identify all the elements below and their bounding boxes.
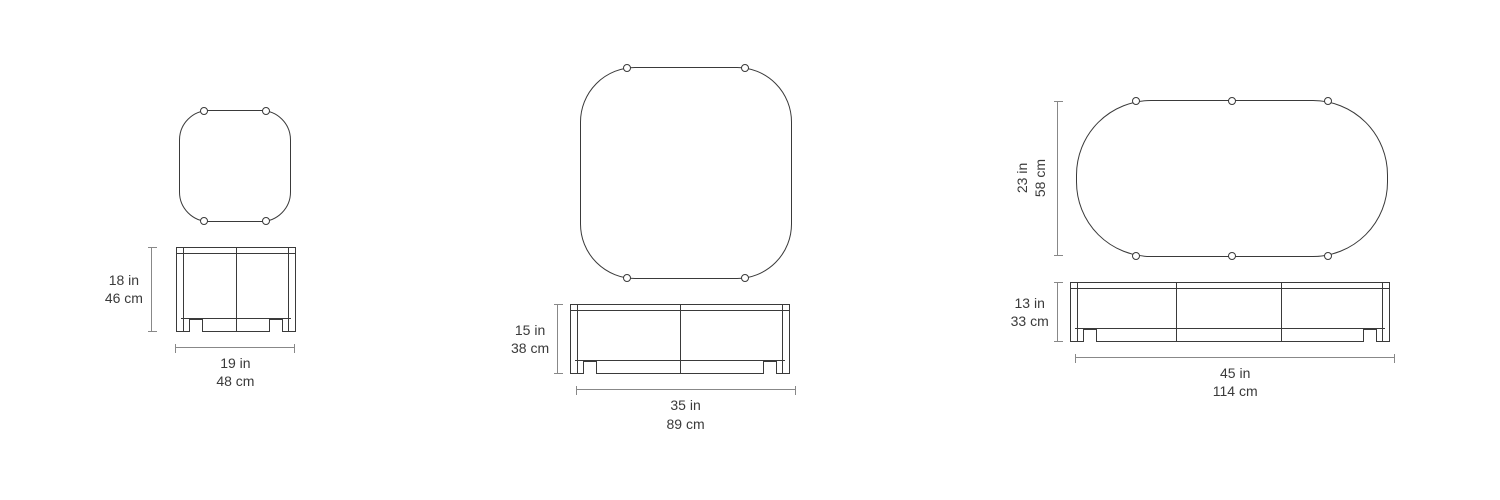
dimension-line-icon	[175, 347, 295, 348]
side-view-icon	[570, 304, 790, 374]
height-in: 18 in	[109, 271, 139, 289]
width-dimension: 35 in 89 cm	[506, 389, 796, 432]
side-view-row: 13 in 33 cm	[1011, 282, 1390, 342]
side-view-icon	[176, 247, 296, 332]
top-view-row: 23 in 58 cm	[1013, 100, 1388, 257]
dimension-line-icon	[151, 247, 152, 332]
depth-dimension: 23 in 58 cm	[1013, 101, 1058, 256]
height-in: 15 in	[515, 321, 545, 339]
depth-cm: 58 cm	[1031, 159, 1049, 197]
top-view-icon	[179, 110, 291, 222]
width-dimension: 19 in 48 cm	[105, 347, 295, 390]
top-view-row	[109, 110, 291, 222]
dimension-line-icon	[1057, 282, 1058, 342]
depth-label: 23 in 58 cm	[1013, 159, 1049, 197]
top-view-icon	[580, 67, 792, 279]
width-cm: 89 cm	[576, 415, 796, 433]
height-dimension: 15 in 38 cm	[511, 304, 558, 374]
side-view-icon	[1070, 282, 1390, 342]
height-cm: 33 cm	[1011, 312, 1049, 330]
height-label: 13 in 33 cm	[1011, 294, 1049, 330]
top-view-icon	[1076, 100, 1388, 257]
dimension-line-icon	[1057, 101, 1058, 256]
width-cm: 114 cm	[1075, 382, 1395, 400]
top-view-row	[510, 67, 792, 279]
height-in: 13 in	[1015, 294, 1045, 312]
product-oblong: 23 in 58 cm 13 in 33 cm	[1005, 100, 1395, 400]
product-large-square: 15 in 38 cm 35 in	[506, 67, 796, 432]
height-cm: 46 cm	[105, 289, 143, 307]
height-dimension: 13 in 33 cm	[1011, 282, 1058, 342]
height-label: 18 in 46 cm	[105, 271, 143, 307]
width-label: 45 in 114 cm	[1075, 364, 1395, 400]
dimension-line-icon	[557, 304, 558, 374]
height-cm: 38 cm	[511, 339, 549, 357]
side-view-row: 15 in 38 cm	[511, 304, 790, 374]
dimension-line-icon	[1075, 357, 1395, 358]
width-dimension: 45 in 114 cm	[1005, 357, 1395, 400]
height-dimension: 18 in 46 cm	[105, 247, 164, 332]
width-in: 19 in	[175, 354, 295, 372]
width-cm: 48 cm	[175, 372, 295, 390]
dimension-line-icon	[576, 389, 796, 390]
diagram-container: 18 in 46 cm 19 in	[0, 0, 1500, 500]
width-label: 35 in 89 cm	[576, 396, 796, 432]
height-label: 15 in 38 cm	[511, 321, 549, 357]
product-small-square: 18 in 46 cm 19 in	[105, 110, 296, 390]
width-in: 35 in	[576, 396, 796, 414]
side-view-row: 18 in 46 cm	[105, 247, 296, 332]
depth-in: 23 in	[1013, 159, 1031, 197]
width-label: 19 in 48 cm	[175, 354, 295, 390]
width-in: 45 in	[1075, 364, 1395, 382]
